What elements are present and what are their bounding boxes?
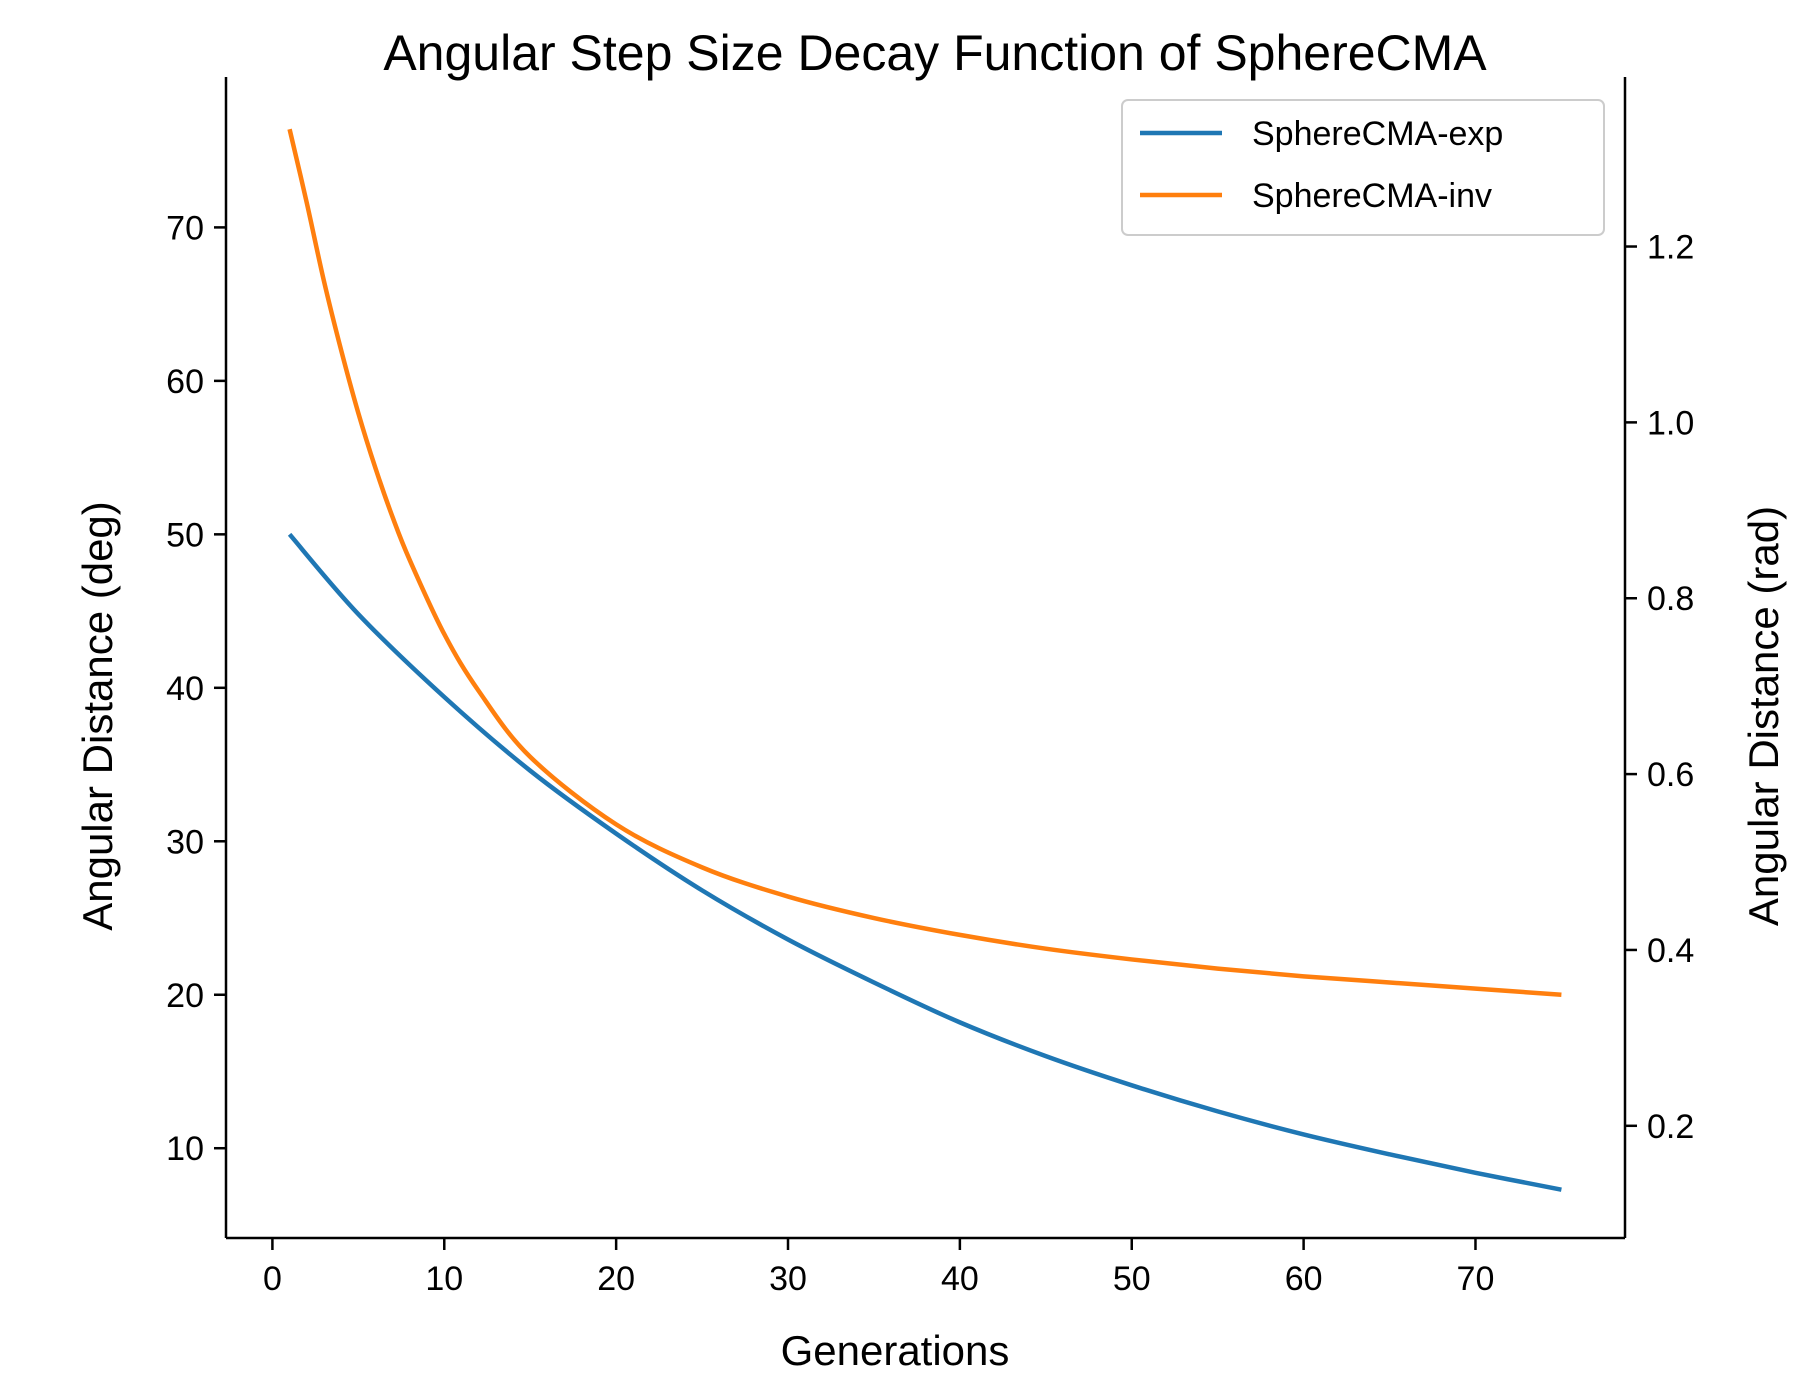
legend: SphereCMA-exp SphereCMA-inv bbox=[1121, 99, 1605, 236]
y-tick-label: 40 bbox=[166, 670, 204, 708]
y-right-tick-label: 0.2 bbox=[1647, 1108, 1694, 1146]
series-line-spherecma-exp bbox=[287, 532, 1562, 1192]
y-axis-right-title: Angular Distance (rad) bbox=[1740, 506, 1787, 926]
y-tick-label: 30 bbox=[166, 823, 204, 861]
y-tick-label: 20 bbox=[166, 977, 204, 1015]
y-tick-label: 10 bbox=[166, 1130, 204, 1168]
legend-label-spherecma-inv: SphereCMA-inv bbox=[1252, 177, 1492, 215]
x-tick-label: 0 bbox=[263, 1260, 282, 1298]
x-axis-title: Generations bbox=[781, 1327, 1010, 1374]
y-tick-label: 50 bbox=[166, 516, 204, 554]
chart-title: Angular Step Size Decay Function of Sphe… bbox=[383, 25, 1487, 81]
y-right-tick-label: 0.6 bbox=[1647, 756, 1694, 794]
y-right-tick-label: 1.2 bbox=[1647, 229, 1694, 267]
y-right-tick-label: 0.4 bbox=[1647, 932, 1694, 970]
x-tick-label: 70 bbox=[1457, 1260, 1495, 1298]
y-axis-ticks: 10 20 30 40 50 60 70 bbox=[166, 209, 226, 1168]
y-right-tick-label: 1.0 bbox=[1647, 404, 1694, 442]
y-tick-label: 70 bbox=[166, 209, 204, 247]
series-line-spherecma-inv bbox=[287, 128, 1562, 997]
x-tick-label: 30 bbox=[769, 1260, 807, 1298]
y-right-tick-label: 0.8 bbox=[1647, 580, 1694, 618]
y-tick-label: 60 bbox=[166, 363, 204, 401]
y-axis-title: Angular Distance (deg) bbox=[74, 501, 121, 931]
x-tick-label: 40 bbox=[941, 1260, 979, 1298]
x-tick-label: 10 bbox=[425, 1260, 463, 1298]
legend-label-spherecma-exp: SphereCMA-exp bbox=[1252, 115, 1503, 153]
x-tick-label: 60 bbox=[1285, 1260, 1323, 1298]
x-tick-label: 50 bbox=[1113, 1260, 1151, 1298]
y-axis-right-ticks: 0.2 0.4 0.6 0.8 1.0 1.2 bbox=[1625, 229, 1694, 1146]
x-tick-label: 20 bbox=[597, 1260, 635, 1298]
series-layer bbox=[287, 128, 1562, 1192]
x-axis-ticks: 0 10 20 30 40 50 60 70 bbox=[263, 1238, 1494, 1298]
legend-frame bbox=[1121, 99, 1605, 236]
